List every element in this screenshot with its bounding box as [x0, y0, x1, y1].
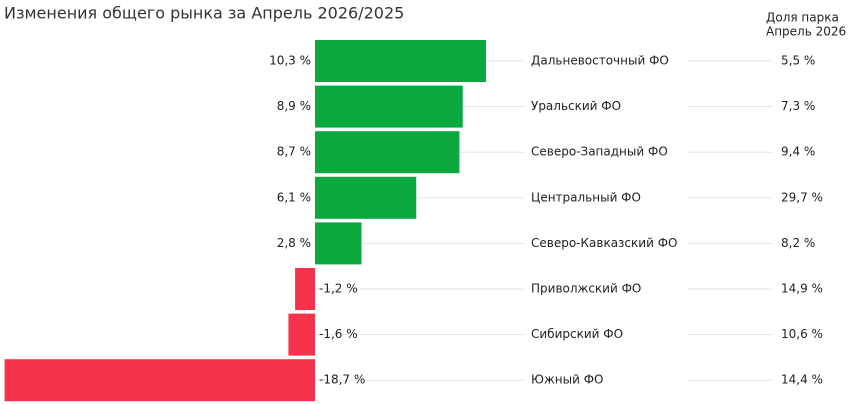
bar [315, 176, 417, 219]
value-label: 8,7 % [277, 145, 311, 159]
bar [4, 359, 316, 402]
chart-title: Изменения общего рынка за Апрель 2026/20… [4, 4, 404, 23]
category-label: Сибирский ФО [531, 327, 623, 341]
category-label: Северо-Западный ФО [531, 145, 668, 159]
bar [315, 85, 463, 128]
value-label: -1,2 % [319, 282, 358, 296]
share-header: Доля парка [766, 11, 839, 25]
share-label: 7,3 % [781, 99, 815, 113]
share-label: 5,5 % [781, 54, 815, 68]
value-label: 2,8 % [277, 236, 311, 250]
share-label: 14,9 % [781, 282, 823, 296]
share-label: 14,4 % [781, 373, 823, 387]
bar [295, 268, 315, 310]
category-label: Приволжский ФО [531, 282, 641, 296]
share-label: 9,4 % [781, 145, 815, 159]
category-label: Дальневосточный ФО [531, 54, 669, 68]
share-label: 29,7 % [781, 190, 823, 204]
value-label: -1,6 % [319, 327, 358, 341]
bar [288, 313, 315, 356]
category-label: Уральский ФО [531, 99, 621, 113]
share-label: 10,6 % [781, 327, 823, 341]
bar [315, 40, 486, 82]
share-header: Апрель 2026 [766, 25, 846, 39]
category-label: Южный ФО [531, 373, 603, 387]
value-label: -18,7 % [319, 373, 365, 387]
share-label: 8,2 % [781, 236, 815, 250]
category-label: Центральный ФО [531, 190, 641, 204]
value-label: 8,9 % [277, 99, 311, 113]
bar [315, 222, 362, 265]
value-label: 10,3 % [269, 54, 311, 68]
value-label: 6,1 % [277, 190, 311, 204]
bar [315, 131, 460, 174]
category-label: Северо-Кавказский ФО [531, 236, 677, 250]
